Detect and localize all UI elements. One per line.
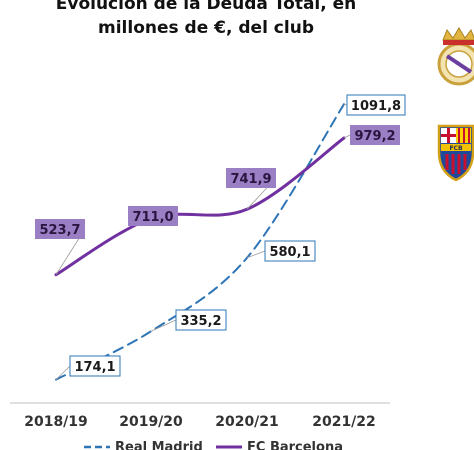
x-tick-label: 2019/20 xyxy=(119,414,183,430)
fc-barcelona-crest-icon: FCB xyxy=(437,124,474,182)
data-label: 580,1 xyxy=(269,245,310,260)
data-label: 174,1 xyxy=(74,360,115,375)
data-label-box xyxy=(264,240,316,262)
data-label: 741,9 xyxy=(230,172,271,187)
data-label: 335,2 xyxy=(180,314,221,329)
data-label: 1091,8 xyxy=(351,99,401,114)
data-label-box xyxy=(128,206,178,226)
chart-title: Evolución de la Deuda Total, en millones … xyxy=(56,0,357,38)
x-tick-label: 2020/21 xyxy=(215,414,279,430)
legend-label: FC Barcelona xyxy=(247,440,343,450)
legend: Real Madrid FC Barcelona xyxy=(84,440,343,450)
data-label: 979,2 xyxy=(354,129,395,144)
data-label-box xyxy=(35,219,85,239)
data-label-leader xyxy=(246,250,266,259)
chart-title-line: Evolución de la Deuda Total, en xyxy=(56,0,357,14)
chart-title-line: millones de €, del club xyxy=(98,18,314,38)
data-label-box xyxy=(226,168,276,188)
data-label-box xyxy=(350,125,400,145)
data-label-box xyxy=(69,355,121,377)
svg-text:FCB: FCB xyxy=(449,145,463,152)
data-label-box xyxy=(346,94,406,116)
data-label-leader xyxy=(55,365,71,380)
legend-label: Real Madrid xyxy=(115,440,203,450)
x-axis-ticks: 2018/19 2019/20 2020/21 2021/22 xyxy=(24,414,376,430)
x-tick-label: 2021/22 xyxy=(312,414,376,430)
series-line-fc-barcelona xyxy=(54,136,346,277)
data-label-leader xyxy=(343,134,351,139)
data-label: 523,7 xyxy=(39,223,80,238)
data-label: 711,0 xyxy=(132,210,173,225)
real-madrid-crest-icon xyxy=(437,27,474,86)
data-labels: 174,1 335,2 580,1 1091,8 523,7 711,0 741,9 979,… xyxy=(35,94,406,380)
x-tick-label: 2018/19 xyxy=(24,414,88,430)
data-label-leader xyxy=(150,319,177,332)
data-label-box xyxy=(175,309,227,331)
